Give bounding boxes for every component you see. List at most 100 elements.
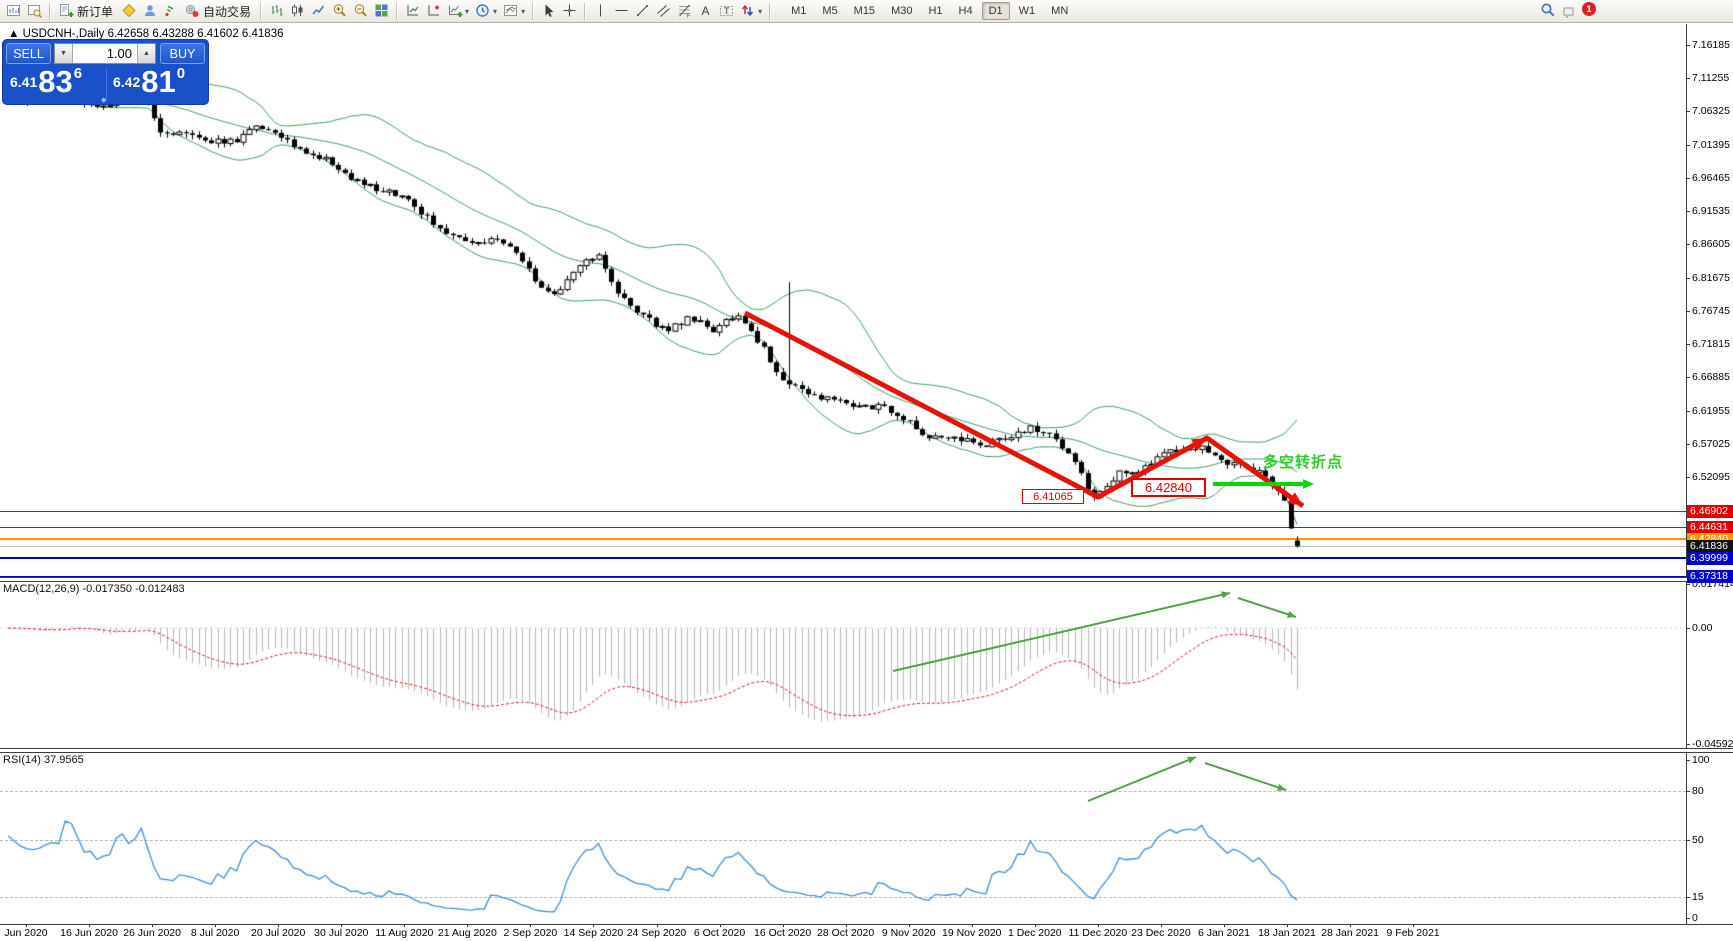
date-label[interactable]: 1 Dec 2020 <box>1007 927 1062 939</box>
periods-dropdown-caret[interactable]: ▾ <box>493 6 498 16</box>
date-label[interactable]: 14 Sep 2020 <box>563 927 624 939</box>
tile-windows-icon[interactable] <box>371 2 392 21</box>
time-axis[interactable] <box>0 924 1733 941</box>
tf-button-h4[interactable]: H4 <box>958 5 973 17</box>
date-tick <box>530 924 532 927</box>
date-label[interactable]: Jun 2020 <box>4 927 48 939</box>
date-label[interactable]: 20 Jul 2020 <box>251 927 306 939</box>
rsi-tick-mark <box>1686 896 1690 898</box>
tf-button-d1[interactable]: D1 <box>981 2 1010 20</box>
template-dropdown-caret[interactable]: ▾ <box>521 6 526 16</box>
macd-main-value: -0.017350 <box>82 583 133 595</box>
buy-price-sub: 0 <box>176 65 186 82</box>
tf-button-m15[interactable]: M15 <box>853 5 876 17</box>
price-tick-label: 6.52095 <box>1692 470 1730 483</box>
zoom-out-icon[interactable] <box>350 2 371 21</box>
date-label[interactable]: 8 Jul 2020 <box>190 927 240 939</box>
crosshair-icon[interactable] <box>559 2 580 21</box>
zoom-in-icon[interactable] <box>329 2 350 21</box>
date-label[interactable]: 9 Feb 2021 <box>1386 927 1440 939</box>
new-order-label[interactable]: 新订单 <box>77 4 114 19</box>
volume-increase-button[interactable]: ▲ <box>137 44 155 63</box>
new-chart-icon[interactable] <box>3 2 24 21</box>
volume-input[interactable]: 1.00 <box>106 46 132 61</box>
profiles-icon[interactable] <box>24 2 45 21</box>
signals-icon[interactable] <box>160 2 181 21</box>
date-label[interactable]: 28 Jan 2021 <box>1321 927 1379 939</box>
price-tick-mark <box>1686 111 1690 113</box>
chat-icon[interactable] <box>1559 1 1580 20</box>
date-tick <box>1350 924 1352 927</box>
tf-button-m5[interactable]: M5 <box>822 5 838 17</box>
horizontal-line-icon[interactable] <box>611 2 632 21</box>
sell-price[interactable]: 6.41 83 6 <box>10 65 82 97</box>
auto-trading-label[interactable]: 自动交易 <box>203 4 252 19</box>
auto-trading-icon[interactable] <box>181 2 202 21</box>
new-order-icon[interactable] <box>55 2 76 21</box>
date-label[interactable]: 18 Jan 2021 <box>1258 927 1316 939</box>
tf-button-w1[interactable]: W1 <box>1018 5 1036 17</box>
date-label[interactable]: 26 Jun 2020 <box>123 927 181 939</box>
buy-button[interactable]: BUY <box>160 43 205 64</box>
date-label[interactable]: 16 Oct 2020 <box>753 927 812 939</box>
pivot-annotation-text[interactable]: 多空转折点 <box>1263 454 1344 471</box>
tf-button-m1[interactable]: M1 <box>791 5 807 17</box>
date-label[interactable]: 28 Oct 2020 <box>817 927 875 939</box>
price-divider <box>106 68 107 100</box>
date-label[interactable]: 11 Aug 2020 <box>375 927 434 939</box>
pane-separator-rsi[interactable] <box>0 748 1733 753</box>
periods-clock-icon[interactable] <box>472 2 493 21</box>
date-label[interactable]: 6 Oct 2020 <box>693 927 746 939</box>
date-label[interactable]: 9 Nov 2020 <box>881 927 936 939</box>
bar-chart-icon[interactable] <box>266 2 287 21</box>
vertical-line-icon[interactable] <box>590 2 611 21</box>
pane-separator-macd[interactable] <box>0 577 1733 582</box>
macd-scale-label: -0.045929 <box>1692 738 1733 750</box>
toolbar-separator <box>584 2 587 20</box>
candlestick-chart-icon[interactable] <box>287 2 308 21</box>
notification-badge[interactable]: 1 <box>1582 1 1596 16</box>
date-label[interactable]: 2 Sep 2020 <box>503 927 558 939</box>
date-label[interactable]: 30 Jul 2020 <box>314 927 369 939</box>
date-tick <box>971 924 973 927</box>
line-chart-icon[interactable] <box>308 2 329 21</box>
date-label[interactable]: 19 Nov 2020 <box>941 927 1002 939</box>
macd-tick-mark <box>1686 584 1690 585</box>
objects-dropdown-caret[interactable]: ▾ <box>758 6 763 16</box>
search-icon[interactable] <box>1538 1 1559 20</box>
trend-line-icon[interactable] <box>632 2 653 21</box>
tf-button-m30[interactable]: M30 <box>891 5 913 17</box>
arrange-windows-icon[interactable] <box>423 2 444 21</box>
community-icon[interactable] <box>139 2 160 21</box>
metaeditor-icon[interactable] <box>118 2 139 21</box>
date-label[interactable]: 23 Dec 2020 <box>1131 927 1191 939</box>
auto-arrange-icon[interactable] <box>402 2 423 21</box>
cursor-icon[interactable] <box>538 2 559 21</box>
sell-button[interactable]: SELL <box>6 43 51 64</box>
indicators-dropdown-caret[interactable]: ▾ <box>465 6 470 16</box>
date-label[interactable]: 16 Jun 2020 <box>60 927 118 939</box>
indicators-icon[interactable] <box>444 2 465 21</box>
buy-price[interactable]: 6.42 81 0 <box>113 65 186 97</box>
resistance-price-label[interactable]: 6.42840 <box>1131 478 1206 497</box>
text-icon[interactable]: A <box>695 2 716 21</box>
price-tag-6.41836: 6.41836 <box>1687 539 1733 553</box>
tf-button-mn[interactable]: MN <box>1051 5 1069 17</box>
text-label-icon[interactable]: T <box>716 2 737 21</box>
quote-open: 6.42658 <box>107 28 150 40</box>
date-label[interactable]: 6 Jan 2021 <box>1197 927 1250 939</box>
date-label[interactable]: 11 Dec 2020 <box>1068 927 1128 939</box>
fibonacci-icon[interactable]: F <box>674 2 695 21</box>
volume-decrease-button[interactable]: ▼ <box>55 44 73 63</box>
price-tick-label: 6.86605 <box>1692 238 1730 251</box>
price-tick-label: 7.11255 <box>1692 72 1730 85</box>
date-label[interactable]: 21 Aug 2020 <box>437 927 497 939</box>
equidistant-channel-icon[interactable] <box>653 2 674 21</box>
arrow-objects-icon[interactable] <box>737 2 758 21</box>
rsi-tick-mark <box>1686 790 1690 792</box>
date-label[interactable]: 24 Sep 2020 <box>626 927 687 939</box>
tf-button-h1[interactable]: H1 <box>928 5 943 17</box>
swing-low-price-label[interactable]: 6.41065 <box>1022 489 1084 504</box>
template-icon[interactable] <box>500 2 521 21</box>
